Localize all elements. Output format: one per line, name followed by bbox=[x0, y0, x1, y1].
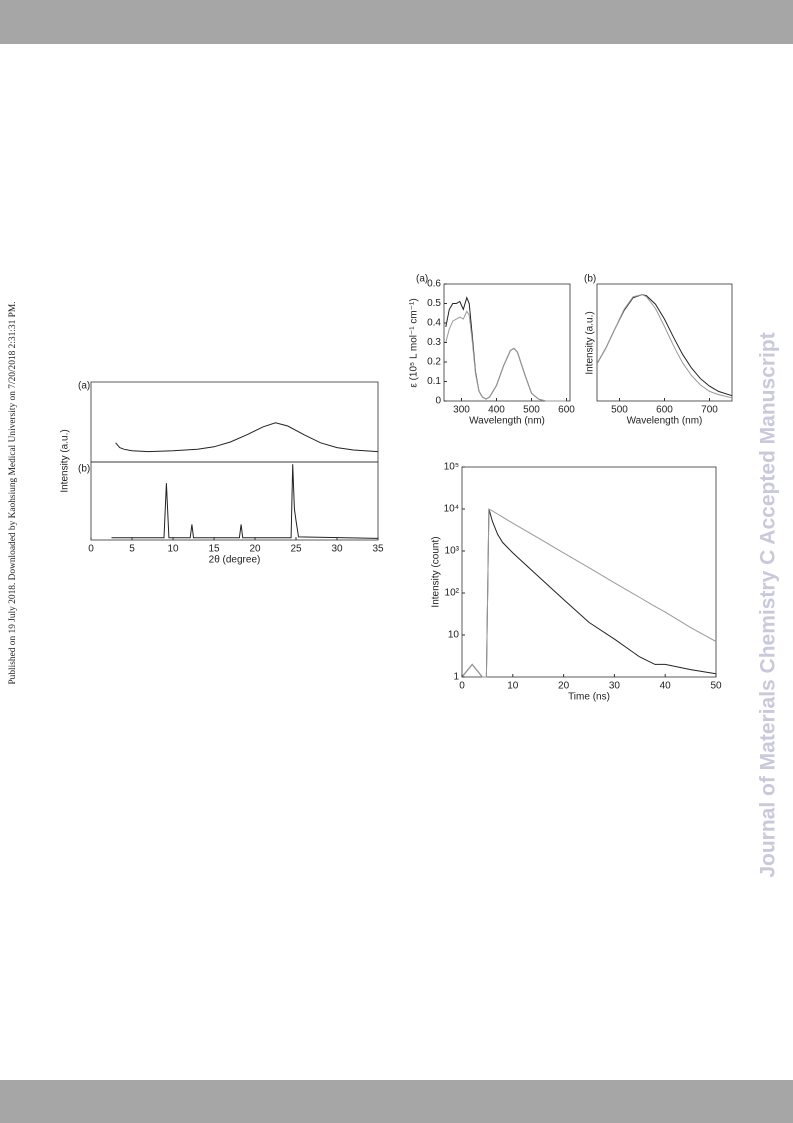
y-tick-label: 0.5 bbox=[427, 298, 441, 309]
data-line bbox=[596, 294, 733, 397]
x-tick-label: 15 bbox=[208, 544, 220, 555]
y-tick-label: 0.6 bbox=[427, 279, 441, 290]
x-tick-label: 0 bbox=[88, 544, 94, 555]
x-tick-label: 600 bbox=[558, 405, 575, 416]
header-bar bbox=[0, 0, 793, 44]
y-tick-label: 1 bbox=[453, 672, 459, 683]
footer-bar bbox=[0, 1080, 793, 1123]
x-tick-label: 0 bbox=[459, 681, 465, 692]
download-note: Published on 19 July 2018. Downloaded by… bbox=[8, 301, 18, 684]
x-tick-label: 40 bbox=[660, 681, 672, 692]
data-line bbox=[445, 310, 567, 402]
data-line bbox=[445, 296, 567, 402]
x-tick-label: 400 bbox=[488, 405, 505, 416]
x-tick-label: 500 bbox=[523, 405, 540, 416]
x-tick-label: 30 bbox=[331, 544, 343, 555]
x-tick-label: 500 bbox=[611, 405, 628, 416]
data-line bbox=[111, 464, 379, 539]
x-tick-label: 35 bbox=[372, 544, 384, 555]
y-tick-label: 10 bbox=[448, 630, 460, 641]
x-axis-label: Time (ns) bbox=[568, 692, 610, 703]
x-tick-label: 30 bbox=[609, 681, 621, 692]
data-line bbox=[461, 508, 717, 678]
y-tick-label: 10⁵ bbox=[444, 462, 459, 473]
x-axis-label: Wavelength (nm) bbox=[469, 416, 545, 427]
x-axis-label: Wavelength (nm) bbox=[627, 416, 703, 427]
x-tick-label: 20 bbox=[249, 544, 261, 555]
y-tick-label: 0.3 bbox=[427, 337, 441, 348]
panel-label: (a) bbox=[416, 274, 428, 285]
x-axis-label: 2θ (degree) bbox=[209, 555, 261, 566]
x-tick-label: 600 bbox=[656, 405, 673, 416]
plot-frame bbox=[90, 461, 379, 541]
y-tick-label: 10³ bbox=[445, 546, 460, 557]
x-tick-label: 5 bbox=[129, 544, 135, 555]
data-line bbox=[115, 422, 379, 453]
panel-label: (b) bbox=[78, 464, 90, 475]
plot-frame bbox=[596, 283, 733, 402]
y-tick-label: 0.2 bbox=[427, 357, 441, 368]
panel-label: (b) bbox=[584, 274, 596, 285]
y-tick-label: 0.4 bbox=[427, 318, 441, 329]
x-tick-label: 700 bbox=[701, 405, 718, 416]
data-line bbox=[596, 294, 733, 399]
y-axis-label: ε (10⁵ L mol⁻¹ cm⁻¹) bbox=[409, 298, 420, 387]
plot-frame bbox=[90, 381, 379, 463]
x-tick-label: 20 bbox=[558, 681, 570, 692]
y-tick-label: 0.1 bbox=[427, 376, 441, 387]
journal-watermark: Journal of Materials Chemistry C Accepte… bbox=[757, 332, 780, 877]
y-tick-label: 10² bbox=[445, 588, 460, 599]
panel-label: (a) bbox=[78, 381, 90, 392]
y-tick-label: 10⁴ bbox=[444, 504, 459, 515]
x-tick-label: 10 bbox=[507, 681, 519, 692]
y-axis-label: Intensity (a.u.) bbox=[60, 429, 71, 492]
x-tick-label: 300 bbox=[453, 405, 470, 416]
x-tick-label: 50 bbox=[710, 681, 722, 692]
y-tick-label: 0 bbox=[435, 396, 441, 407]
data-line bbox=[461, 508, 717, 678]
x-tick-label: 25 bbox=[290, 544, 302, 555]
y-axis-label: Intensity (a.u.) bbox=[585, 311, 596, 374]
plot-frame bbox=[461, 466, 717, 678]
plot-frame bbox=[443, 283, 571, 402]
x-tick-label: 10 bbox=[167, 544, 179, 555]
y-axis-label: Intensity (count) bbox=[431, 536, 442, 607]
